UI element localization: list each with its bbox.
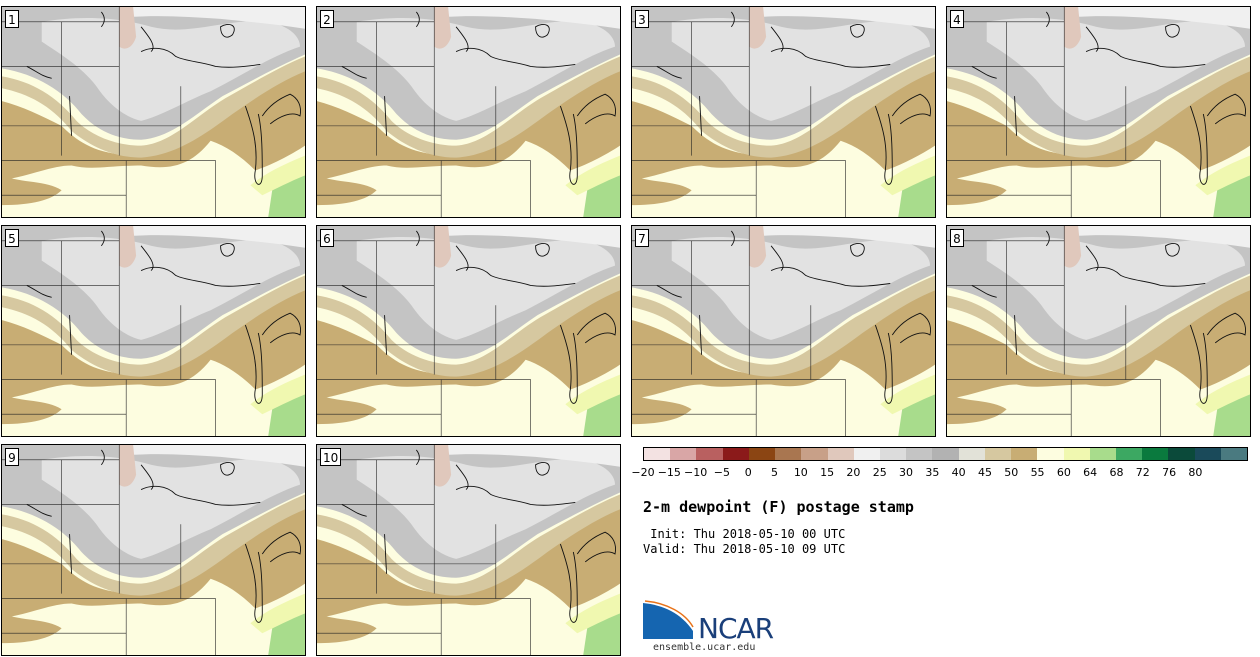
colorbar-tick-label: 35	[925, 466, 940, 479]
panel-label: 4	[950, 10, 964, 28]
dewpoint-map	[317, 445, 620, 655]
colorbar-tick-label: 50	[1004, 466, 1019, 479]
panel-label: 3	[635, 10, 649, 28]
colorbar-swatch	[1089, 448, 1116, 460]
dewpoint-map	[947, 226, 1250, 436]
colorbar-tick-label: −5	[713, 466, 731, 479]
panel-label: 6	[320, 229, 334, 247]
colorbar-swatch	[958, 448, 985, 460]
colorbar-ticks: −20 −15 −10 −5 0 5 10 15 20 25 30 35 40 45 50 55 60 64 68 7…	[631, 466, 1248, 480]
member-panel-7: 7	[631, 225, 936, 437]
colorbar-swatch	[1037, 448, 1064, 460]
colorbar-swatch	[801, 448, 828, 460]
member-panel-4: 4	[946, 6, 1251, 218]
colorbar-tick-label: 76	[1162, 466, 1177, 479]
colorbar-tick-label: −15	[657, 466, 681, 479]
ncar-logo-icon	[643, 599, 697, 639]
member-panel-1: 1	[1, 6, 306, 218]
colorbar-tick-label: 60	[1056, 466, 1071, 479]
colorbar-swatch	[879, 448, 907, 460]
colorbar-swatch	[722, 448, 749, 460]
plot-title: 2-m dewpoint (F) postage stamp	[643, 498, 914, 516]
colorbar-swatch	[670, 448, 697, 460]
member-panel-8: 8	[946, 225, 1251, 437]
init-time: Init: Thu 2018-05-10 00 UTC	[643, 527, 846, 541]
colorbar-tick-label: 5	[771, 466, 779, 479]
member-panel-9: 9	[1, 444, 306, 656]
colorbar-swatch	[906, 448, 933, 460]
colorbar-tick-label: 64	[1083, 466, 1098, 479]
panel-label: 2	[320, 10, 334, 28]
colorbar-tick-label: 80	[1188, 466, 1203, 479]
member-panel-6: 6	[316, 225, 621, 437]
colorbar-swatch	[775, 448, 802, 460]
colorbar-swatch	[827, 448, 854, 460]
colorbar-tick-label: 45	[977, 466, 992, 479]
colorbar-tick-label: 15	[820, 466, 835, 479]
colorbar-tick-label: 55	[1030, 466, 1045, 479]
dewpoint-map	[632, 226, 935, 436]
valid-time: Valid: Thu 2018-05-10 09 UTC	[643, 542, 846, 556]
colorbar-tick-label: 30	[899, 466, 914, 479]
dewpoint-map	[317, 7, 620, 217]
colorbar-tick-label: 25	[872, 466, 887, 479]
colorbar-swatch	[1011, 448, 1038, 460]
colorbar-tick-label: 72	[1135, 466, 1150, 479]
panel-label: 10	[320, 448, 342, 466]
dewpoint-map	[947, 7, 1250, 217]
dewpoint-map	[317, 226, 620, 436]
member-panel-5: 5	[1, 225, 306, 437]
member-panel-3: 3	[631, 6, 936, 218]
site-url: ensemble.ucar.edu	[653, 642, 756, 653]
colorbar-swatch	[984, 448, 1012, 460]
dewpoint-map	[632, 7, 935, 217]
panel-label: 7	[635, 229, 649, 247]
colorbar-tick-label: 10	[793, 466, 808, 479]
colorbar-tick-label: 20	[846, 466, 861, 479]
colorbar-tick-label: −20	[631, 466, 655, 479]
colorbar-swatch	[932, 448, 959, 460]
colorbar	[643, 447, 1248, 461]
colorbar-swatch	[696, 448, 723, 460]
colorbar-swatch	[1168, 448, 1195, 460]
colorbar-swatch	[1142, 448, 1169, 460]
colorbar-tick-label: 68	[1109, 466, 1124, 479]
dewpoint-map	[2, 7, 305, 217]
member-panel-2: 2	[316, 6, 621, 218]
panel-label: 5	[5, 229, 19, 247]
panel-label: 9	[5, 448, 19, 466]
colorbar-swatch	[748, 448, 776, 460]
panel-label: 1	[5, 10, 19, 28]
dewpoint-map	[2, 445, 305, 655]
colorbar-tick-label: 40	[951, 466, 966, 479]
colorbar-swatch	[1115, 448, 1143, 460]
member-panel-10: 10	[316, 444, 621, 656]
colorbar-swatch	[1194, 448, 1221, 460]
colorbar-swatch	[853, 448, 880, 460]
colorbar-tick-label: 0	[744, 466, 752, 479]
dewpoint-map	[2, 226, 305, 436]
colorbar-tick-label: −10	[683, 466, 708, 479]
colorbar-swatch	[644, 448, 671, 460]
ncar-logo-text: NCAR	[698, 612, 774, 645]
panel-label: 8	[950, 229, 964, 247]
colorbar-swatch	[1063, 448, 1090, 460]
colorbar-swatch	[1220, 448, 1248, 460]
